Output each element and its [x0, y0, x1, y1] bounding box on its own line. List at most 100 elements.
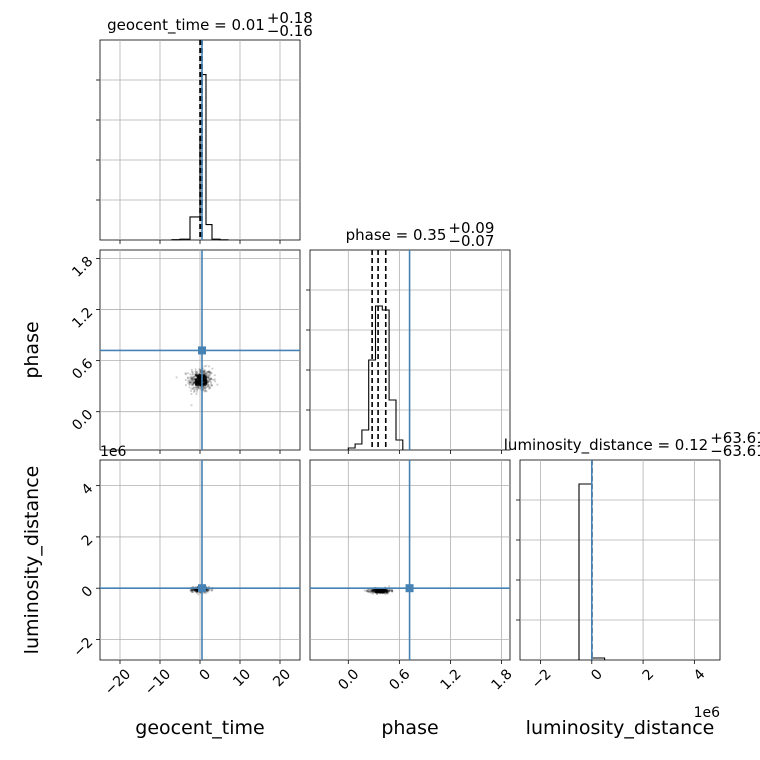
scatter-point	[206, 589, 209, 593]
scatter-point	[213, 378, 216, 381]
scatter-point	[370, 591, 373, 594]
hist-title-geocent_time: geocent_time = 0.01	[107, 16, 265, 35]
scatter-point	[195, 378, 198, 381]
scatter-point	[204, 592, 207, 595]
scatter-point	[192, 382, 195, 385]
scatter-point	[209, 377, 213, 380]
truth-marker-phase-vs-geocent_time	[198, 346, 206, 355]
scatter-point	[191, 372, 194, 375]
xtick-label-luminosity_distance-2: 2	[640, 666, 658, 684]
scatter-point	[194, 370, 197, 373]
scatter-point	[188, 381, 191, 384]
scatter-point	[186, 376, 189, 379]
scatter-point	[373, 588, 376, 591]
scatter-point	[203, 369, 206, 372]
scatter-point	[190, 377, 193, 381]
scatter-point	[192, 378, 195, 381]
scatter-point	[203, 375, 206, 378]
scatter-point	[192, 380, 195, 384]
scatter-points-luminosity_distance-vs-phase	[363, 585, 394, 596]
scatter-point	[204, 387, 207, 390]
scatter-point	[206, 380, 209, 383]
scatter-point	[372, 589, 376, 592]
scatter-point	[209, 378, 212, 381]
scatter-point	[386, 591, 389, 594]
scatter-point	[196, 387, 199, 390]
scatter-point	[184, 378, 187, 382]
xlabel-phase: phase	[381, 717, 438, 739]
scatter-point	[373, 591, 376, 594]
scatter-point	[199, 386, 202, 390]
scatter-point	[385, 590, 388, 593]
scatter-point	[189, 373, 192, 376]
scatter-point	[197, 385, 200, 389]
scatter-point	[195, 383, 198, 386]
scatter-point	[391, 590, 394, 593]
hist-panel-phase: phase = 0.35 +0.09−0.07	[306, 219, 511, 454]
scatter-point	[371, 590, 374, 593]
scatter-point	[208, 386, 211, 389]
scatter-point	[194, 373, 197, 376]
scatter-point	[206, 588, 209, 591]
hist-panel-luminosity_distance: luminosity_distance = 0.12+63.61−63.61	[504, 429, 760, 664]
scatter-point	[193, 589, 196, 592]
scatter-point	[191, 383, 194, 386]
xtick-label-phase-1: 0.6	[386, 666, 413, 693]
scatter-point	[204, 381, 207, 384]
xlabel-geocent_time: geocent_time	[135, 717, 264, 739]
xaxis-offset-label: 1e6	[694, 705, 721, 721]
scatter-point	[188, 379, 191, 382]
scatter-point	[368, 591, 372, 594]
scatter-point	[370, 590, 373, 594]
scatter-point	[193, 390, 196, 393]
scatter-point	[367, 589, 370, 593]
scatter-point	[210, 589, 213, 593]
truth-marker-luminosity_distance-vs-geocent_time	[198, 584, 206, 593]
scatter-point	[187, 381, 190, 385]
scatter-point	[202, 370, 205, 373]
scatter-point	[190, 381, 193, 384]
scatter-point	[190, 589, 193, 592]
scatter-point	[203, 370, 206, 373]
scatter-point	[375, 592, 379, 595]
scatter-point	[386, 592, 390, 595]
scatter-point	[196, 380, 200, 383]
scatter-point	[210, 384, 214, 387]
scatter-point	[372, 590, 375, 593]
scatter-point	[193, 588, 196, 591]
xtick-label-geocent_time-4: 20	[270, 666, 294, 690]
scatter-point	[175, 376, 178, 379]
ytick-label-phase-3: 1.8	[69, 254, 96, 281]
scatter-point	[193, 375, 196, 378]
scatter-point	[206, 376, 209, 379]
scatter-point	[203, 387, 206, 390]
scatter-point	[210, 377, 213, 380]
scatter-point	[371, 590, 374, 593]
scatter-point	[385, 590, 388, 593]
scatter-point	[209, 377, 213, 381]
scatter-point	[210, 372, 213, 375]
xtick-label-luminosity_distance-1: 0	[588, 666, 606, 684]
scatter-point	[208, 386, 211, 389]
scatter-point	[206, 385, 209, 388]
scatter-point	[203, 365, 206, 368]
scatter-panel-luminosity_distance-vs-phase	[309, 459, 511, 664]
scatter-point	[214, 380, 217, 383]
scatter-point	[197, 387, 200, 390]
scatter-point	[372, 588, 375, 591]
scatter-point	[367, 590, 370, 594]
scatter-point	[194, 386, 197, 389]
xtick-label-luminosity_distance-0: −2	[529, 666, 555, 692]
scatter-point	[206, 374, 210, 377]
scatter-point	[373, 591, 376, 594]
scatter-point	[190, 387, 193, 390]
scatter-point	[206, 373, 209, 376]
scatter-point	[203, 592, 206, 595]
scatter-point	[385, 590, 388, 593]
scatter-point	[385, 591, 388, 594]
scatter-point	[192, 588, 195, 591]
scatter-point	[195, 371, 198, 374]
scatter-point	[202, 372, 205, 375]
scatter-point	[208, 371, 211, 374]
scatter-point	[184, 384, 187, 387]
